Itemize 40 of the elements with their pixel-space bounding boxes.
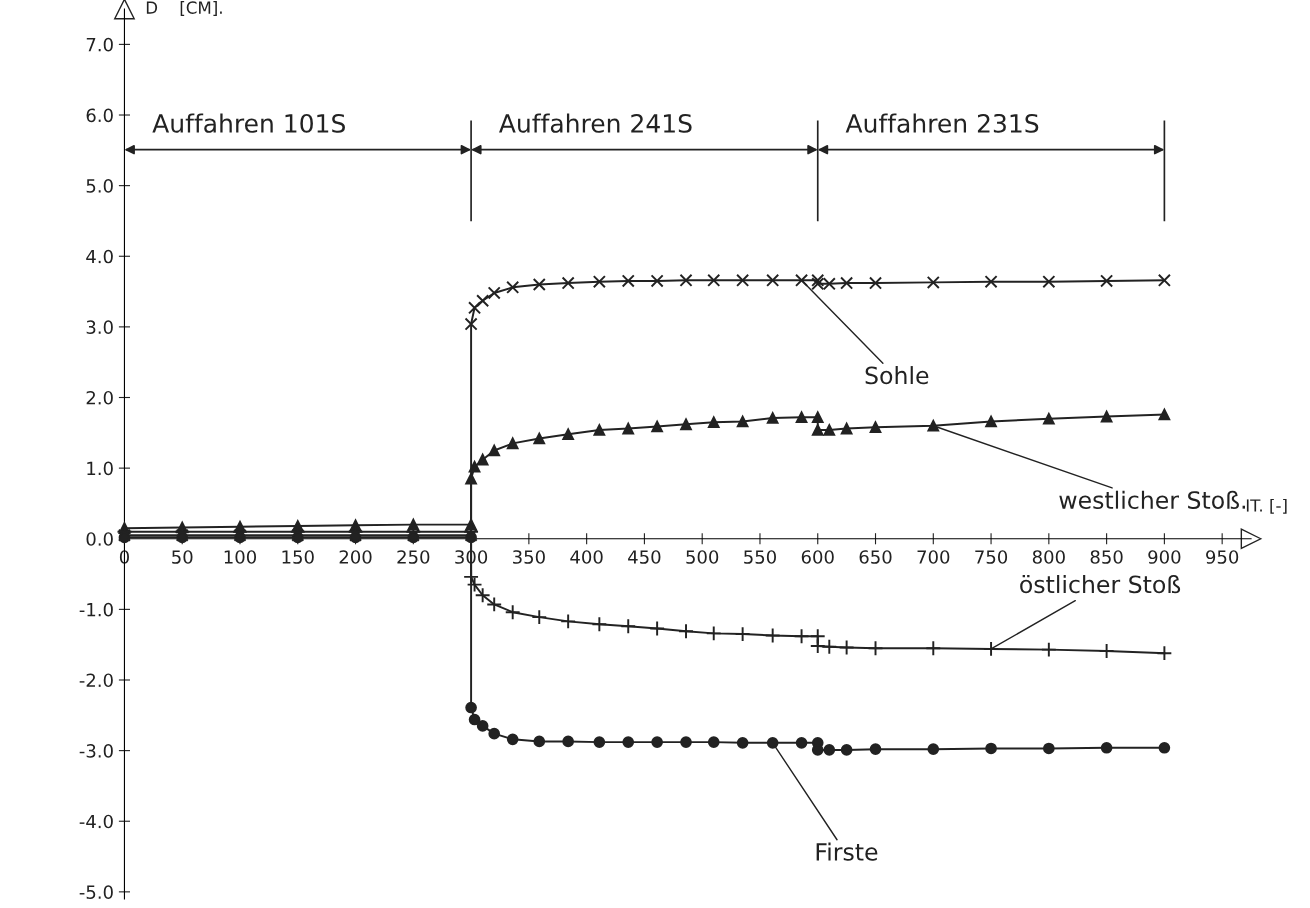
x-tick-label: 100 <box>224 550 257 564</box>
annotation: Auffahren 101S <box>152 113 345 133</box>
y-tick-label: 0.0 <box>86 532 113 546</box>
x-tick-label: 750 <box>975 550 1008 564</box>
x-tick-label: 950 <box>1206 550 1239 564</box>
y-tick-label: 2.0 <box>86 390 113 405</box>
x-axis-title: IT. [-] <box>1246 498 1287 514</box>
y-tick-label: 1.0 <box>87 461 113 476</box>
x-tick-label: 50 <box>172 550 193 564</box>
x-tick-label: 250 <box>397 550 430 564</box>
x-tick-label: 550 <box>744 550 776 564</box>
text: westlicher Stoß. <box>1059 490 1246 509</box>
x-tick-label: 800 <box>1032 550 1065 564</box>
x-tick-label: 350 <box>513 550 545 564</box>
x-tick-label: 500 <box>686 550 719 564</box>
y-tick-label: 6.0 <box>86 108 113 123</box>
x-tick-label: 850 <box>1090 550 1123 564</box>
x-tick-label: 400 <box>570 550 603 564</box>
x-tick-label: 150 <box>282 550 314 564</box>
x-tick-label: 450 <box>628 550 661 564</box>
x-tick-label: 600 <box>801 550 834 564</box>
y-tick-label: -4.0 <box>79 814 113 829</box>
text: Firste <box>816 842 878 861</box>
text: östlicher Stoß <box>1020 574 1181 594</box>
y-tick-label: -2.0 <box>79 673 113 688</box>
x-tick-label: 200 <box>339 550 372 564</box>
y-axis-title: D [CM]. <box>146 1 222 16</box>
x-tick-label: 700 <box>917 550 950 564</box>
annotation: Auffahren 231S <box>845 113 1039 133</box>
annotation: Auffahren 241S <box>499 113 692 133</box>
y-tick-label: -5.0 <box>79 885 113 899</box>
x-tick-label: 900 <box>1148 550 1181 564</box>
y-tick-label: 3.0 <box>86 320 113 334</box>
y-tick-label: 5.0 <box>86 179 113 193</box>
y-tick-label: -1.0 <box>79 602 113 617</box>
y-tick-label: 7.0 <box>86 37 113 52</box>
y-tick-label: 4.0 <box>86 249 113 264</box>
y-tick-label: -3.0 <box>79 744 113 758</box>
x-tick-label: 650 <box>859 550 892 564</box>
text: Sohle <box>865 366 929 385</box>
